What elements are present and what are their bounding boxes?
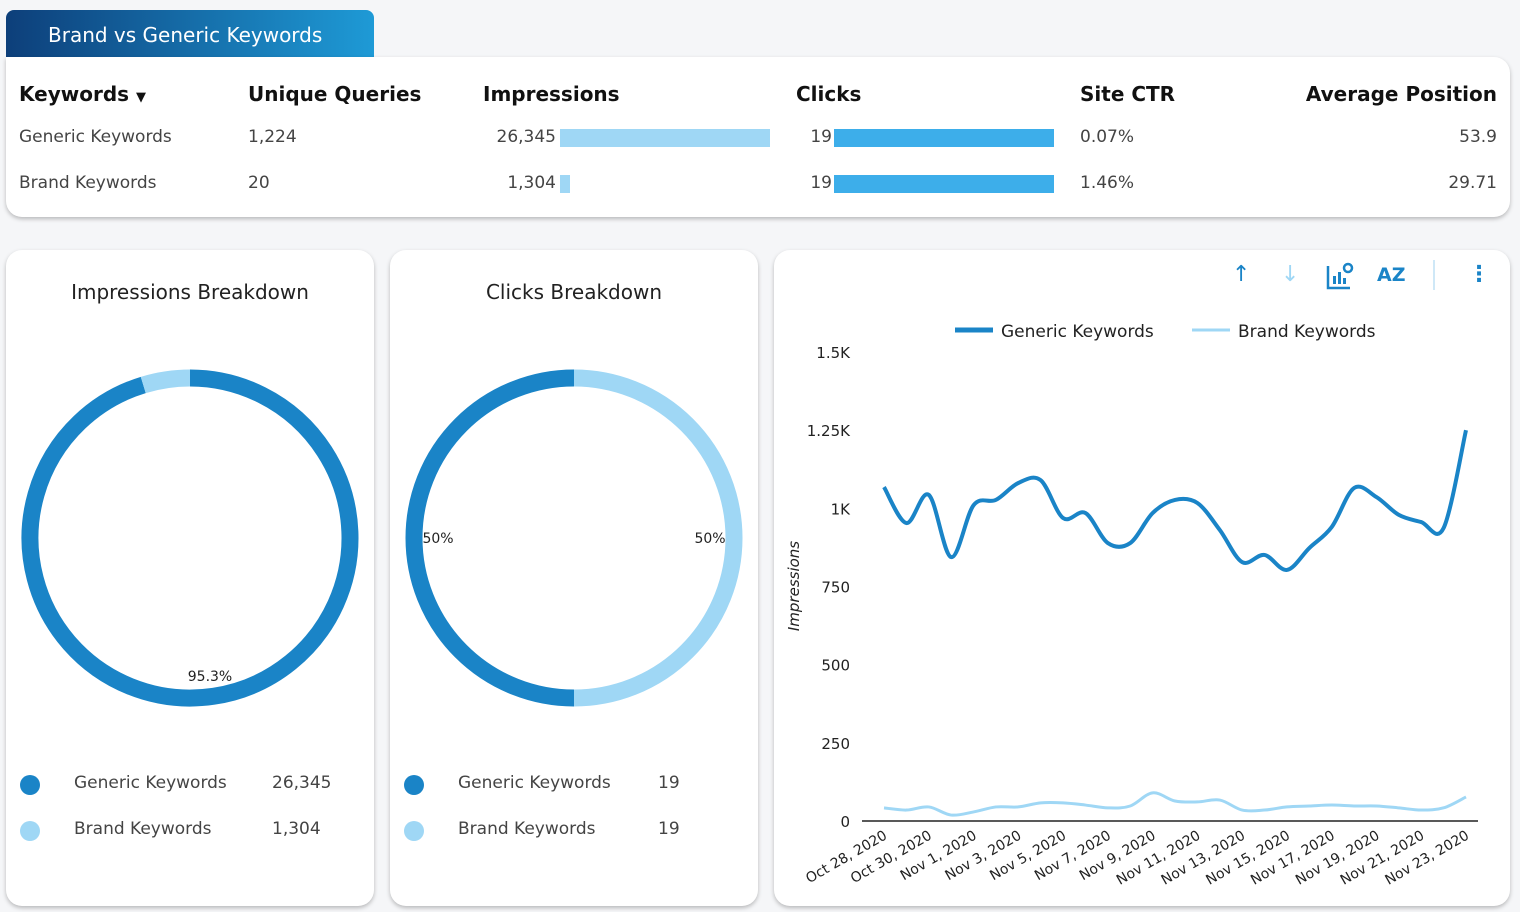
legend-label: Brand Keywords (74, 819, 212, 839)
cell-site-ctr: 0.07% (1080, 127, 1135, 147)
cell-clicks: 19 (810, 173, 832, 193)
clicks-bar (834, 175, 1054, 193)
donut-slice-generic (405, 369, 575, 707)
legend-value: 1,304 (272, 819, 321, 839)
y-axis-label: Impressions (785, 541, 803, 631)
legend-label: Brand Keywords (1238, 322, 1376, 342)
header-average-position[interactable]: Average Position (1305, 82, 1497, 106)
series-line-brand (883, 791, 1467, 817)
toolbar-divider (1433, 260, 1435, 290)
legend-dot (404, 821, 424, 841)
legend-value: 19 (658, 773, 680, 793)
header-label: Keywords (19, 82, 130, 106)
chart-title: Impressions Breakdown (71, 280, 309, 304)
cell-keyword: Generic Keywords (19, 127, 172, 147)
series-line-generic (882, 429, 1468, 572)
cell-impressions: 26,345 (496, 127, 556, 147)
legend-label: Generic Keywords (74, 773, 227, 793)
legend-label: Generic Keywords (458, 773, 611, 793)
header-unique-queries[interactable]: Unique Queries (248, 82, 422, 106)
legend-label: Generic Keywords (1001, 322, 1154, 342)
clicks-bar (834, 129, 1054, 147)
legend-dot (404, 775, 424, 795)
report-tab[interactable]: Brand vs Generic Keywords (6, 10, 374, 58)
legend-value: 19 (658, 819, 680, 839)
cell-clicks: 19 (810, 127, 832, 147)
y-tick-label: 1.5K (816, 344, 851, 362)
more-vert-icon[interactable]: ⋮ (1468, 262, 1490, 287)
sort-az-icon[interactable]: AZ (1377, 264, 1406, 286)
cell-average-position: 53.9 (1459, 127, 1497, 147)
donut-slice-brand (140, 369, 191, 394)
impressions-bar (560, 129, 770, 147)
legend-dot (20, 821, 40, 841)
arrow-down-icon[interactable]: ↓ (1281, 262, 1300, 287)
chart-title: Clicks Breakdown (485, 280, 663, 304)
cell-average-position: 29.71 (1448, 173, 1497, 193)
legend-value: 26,345 (272, 773, 332, 793)
cell-unique-queries: 20 (248, 173, 270, 193)
y-tick-label: 750 (821, 579, 850, 597)
header-impressions[interactable]: Impressions (483, 82, 620, 106)
header-keywords[interactable]: Keywords ▼ (19, 82, 146, 106)
cell-site-ctr: 1.46% (1080, 173, 1135, 193)
legend-label: Brand Keywords (458, 819, 596, 839)
impressions-bar (560, 175, 571, 193)
chart-settings-icon[interactable] (1326, 262, 1354, 296)
donut-slice-generic (21, 369, 359, 707)
legend-dot (20, 775, 40, 795)
cell-keyword: Brand Keywords (19, 173, 157, 193)
donut-slice-brand (573, 369, 743, 707)
y-tick-label: 1.25K (807, 422, 851, 440)
arrow-up-icon[interactable]: ↑ (1232, 262, 1251, 287)
y-tick-label: 250 (821, 735, 850, 753)
y-tick-label: 0 (840, 813, 850, 831)
cell-unique-queries: 1,224 (248, 127, 297, 147)
sort-down-icon: ▼ (136, 90, 147, 105)
clicks-breakdown-card: Clicks Breakdown (390, 250, 758, 906)
slice-label: 50% (422, 531, 453, 547)
header-clicks[interactable]: Clicks (796, 82, 862, 106)
tab-title: Brand vs Generic Keywords (48, 23, 323, 47)
header-site-ctr[interactable]: Site CTR (1080, 82, 1176, 106)
cell-impressions: 1,304 (507, 173, 556, 193)
y-tick-label: 1K (831, 500, 852, 518)
slice-label: 95.3% (188, 669, 232, 685)
slice-label: 50% (694, 531, 725, 547)
impressions-breakdown-card: Impressions Breakdown (6, 250, 374, 906)
y-tick-label: 500 (821, 657, 850, 675)
